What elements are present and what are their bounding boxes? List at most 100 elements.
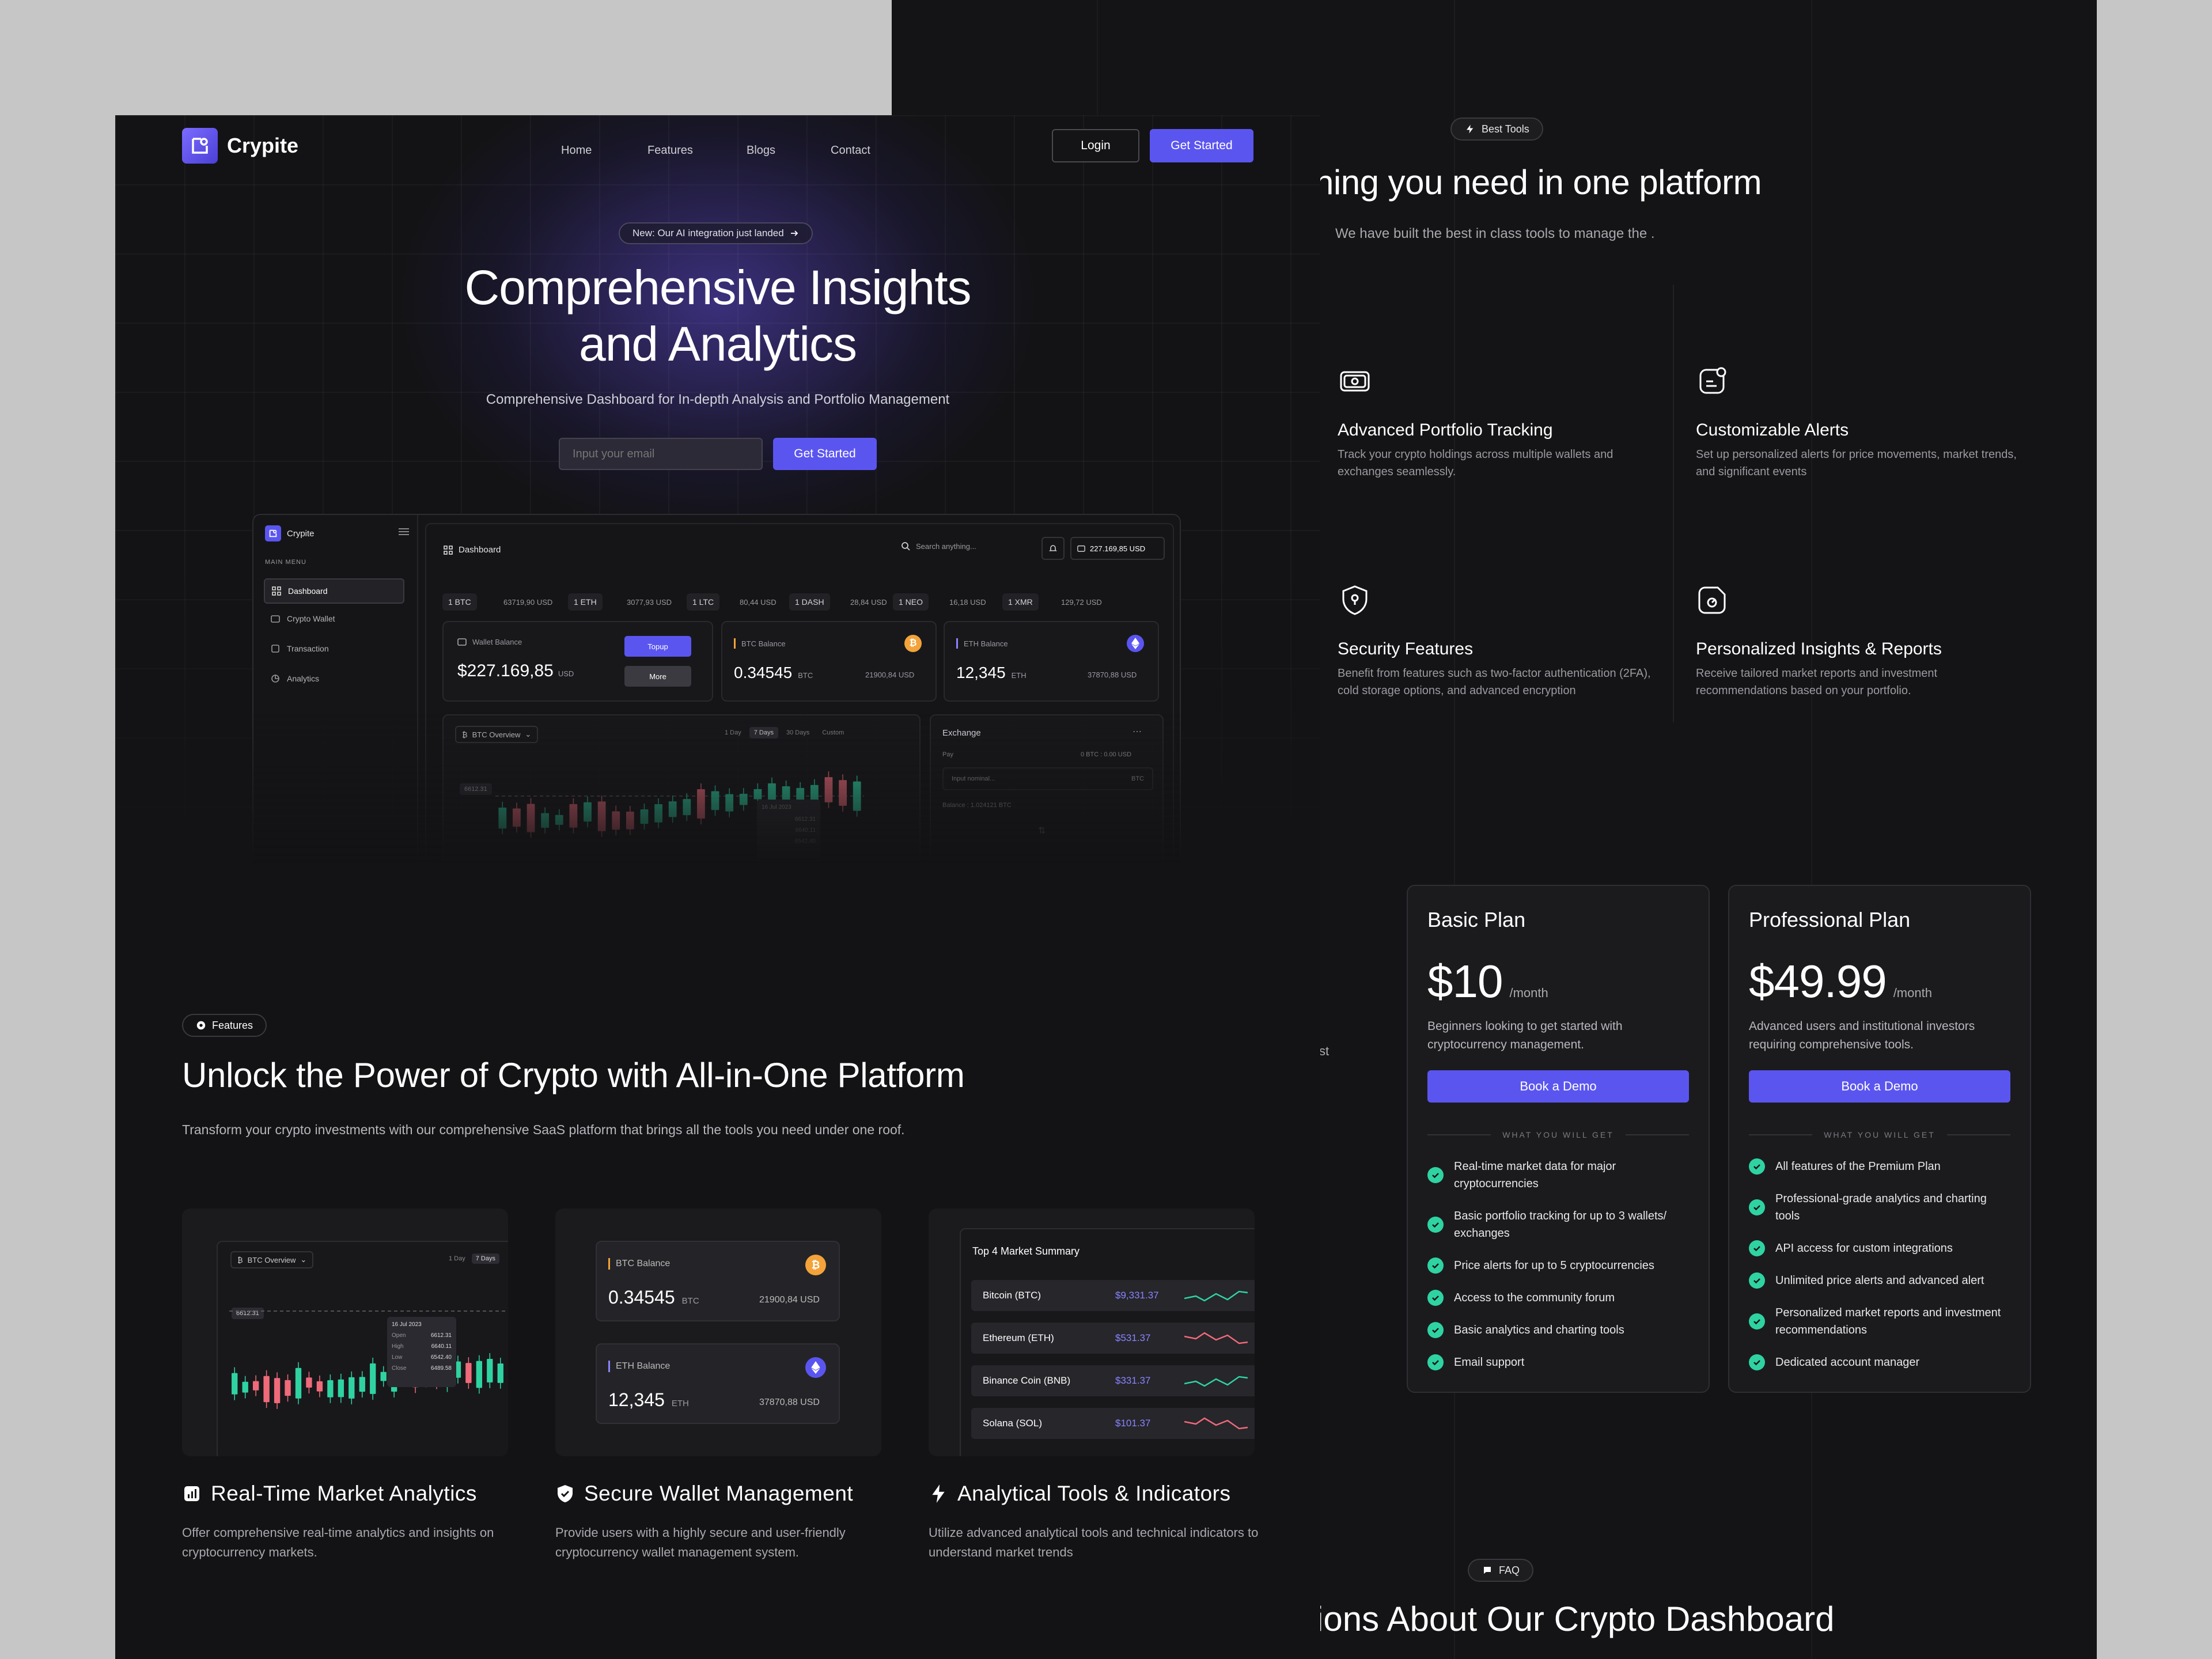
candle	[697, 789, 705, 819]
nav-link-blogs[interactable]: Blogs	[747, 144, 776, 157]
ticker-value: 16,18 USD	[949, 598, 986, 607]
candle	[498, 807, 507, 829]
chevron-down-icon: ⌄	[525, 730, 532, 738]
market-title: Top 4 Market Summary	[972, 1245, 1080, 1257]
topup-button[interactable]: Topup	[624, 636, 691, 657]
feature-card: Customizable Alerts Set up personalized …	[1673, 285, 2030, 503]
tooltip-key: High	[392, 1343, 404, 1350]
overview-select[interactable]: ₿ BTC Overview ⌄	[455, 726, 539, 743]
candle	[285, 1380, 291, 1396]
coin-price: $531.37	[1115, 1332, 1151, 1343]
balance-chip-value: 227.169,85 USD	[1090, 544, 1146, 553]
candle	[725, 794, 734, 812]
brand-name: Crypite	[287, 528, 315, 539]
tooltip-value: 6542.40	[794, 838, 816, 844]
candle	[739, 794, 748, 805]
tooltip-key: Low	[392, 1354, 403, 1361]
gear-icon	[196, 1020, 206, 1031]
candle	[782, 786, 790, 802]
candle	[274, 1378, 281, 1403]
candle	[465, 1363, 472, 1383]
bell-icon[interactable]	[1041, 537, 1065, 560]
benefit-text: Dedicated account manager	[1775, 1356, 1920, 1369]
tab-custom[interactable]: Custom	[822, 729, 844, 736]
sidebar-item-analytics[interactable]: Analytics	[271, 674, 319, 683]
nav-link-features[interactable]: Features	[647, 144, 693, 157]
login-button[interactable]: Login	[1052, 129, 1139, 162]
benefits-list: All features of the Premium Plan Profess…	[1749, 1158, 2010, 1386]
nav-link-home[interactable]: Home	[561, 144, 592, 157]
ethereum-icon	[1127, 635, 1144, 652]
announcement-badge[interactable]: New: Our AI integration just landed	[619, 222, 813, 244]
menu-icon[interactable]	[399, 528, 409, 536]
search-input[interactable]: Search anything...	[901, 541, 976, 551]
divider-label: WHAT YOU WILL GET	[1824, 1130, 1936, 1139]
check-icon	[1749, 1240, 1765, 1256]
grid-icon	[444, 545, 453, 555]
sparkline	[1184, 1290, 1248, 1302]
balance-chip[interactable]: 227.169,85 USD	[1070, 537, 1165, 560]
analytics-icon	[182, 1484, 202, 1503]
eth-balance-label: ETH Balance	[956, 638, 1008, 649]
plan-desc: Beginners looking to get started with cr…	[1427, 1020, 1623, 1051]
label-text: Wallet Balance	[472, 637, 522, 646]
tooltip-value: 6612.31	[430, 1332, 452, 1339]
check-icon	[1427, 1354, 1444, 1370]
candle	[232, 1373, 238, 1395]
range-tabs: 1 Day 7 Days	[445, 1253, 499, 1264]
list-item: Dedicated account manager	[1749, 1354, 2010, 1371]
wallet-icon	[457, 637, 467, 646]
sidebar-item-crypto-wallet[interactable]: Crypto Wallet	[271, 614, 335, 623]
candle	[711, 791, 719, 810]
dashboard-preview: Crypite MAIN MENU Dashboard Crypto Walle…	[252, 514, 1181, 871]
sidebar-item-transaction[interactable]: Transaction	[271, 644, 329, 653]
chevron-down-icon: ⌄	[300, 1255, 307, 1264]
price-tag: 6612.31	[232, 1308, 264, 1319]
label-text: ETH Balance	[616, 1361, 671, 1371]
email-input[interactable]	[559, 438, 763, 470]
coin-select[interactable]: BTC	[1131, 775, 1144, 782]
get-started-button[interactable]: Get Started	[1150, 129, 1253, 162]
exchange-input[interactable]: Input nominal... BTC	[942, 767, 1153, 790]
select-label: BTC Overview	[472, 730, 521, 739]
dashboard-sidebar: Crypite MAIN MENU Dashboard Crypto Walle…	[253, 515, 418, 870]
sparkline	[1184, 1376, 1248, 1387]
tooltip-value: 6640.11	[795, 827, 816, 834]
ticker: 1 NEO	[893, 593, 929, 611]
swap-icon[interactable]: ⇅	[1038, 826, 1046, 836]
check-icon	[1749, 1313, 1765, 1330]
feature-card-wallet: BTC Balance ₿ 0.34545 BTC 21900,84 USD ET…	[555, 1209, 881, 1456]
more-button[interactable]: More	[624, 666, 691, 687]
tab-30-days[interactable]: 30 Days	[786, 729, 810, 736]
sparkline-path	[1184, 1417, 1248, 1430]
more-icon[interactable]: ⋯	[1132, 727, 1142, 737]
candle	[824, 777, 833, 802]
check-icon	[1749, 1272, 1765, 1289]
candle	[497, 1363, 503, 1383]
brand-logo[interactable]: Crypite	[182, 128, 298, 164]
hero-get-started-button[interactable]: Get Started	[773, 438, 877, 470]
btc-balance-value: 0.34545 BTC	[608, 1287, 699, 1308]
ticker-symbol: 1 ETH	[574, 597, 597, 607]
list-item: Real-time market data for major cryptocu…	[1427, 1158, 1689, 1192]
pill-label: Features	[212, 1019, 253, 1031]
label-text: BTC Balance	[616, 1259, 671, 1268]
eth-balance-value: 12,345 ETH	[956, 664, 1027, 682]
tooltip-row: High 6640.11	[392, 1343, 452, 1350]
book-demo-button[interactable]: Book a Demo	[1749, 1070, 2010, 1103]
sidebar-item-label: Analytics	[287, 674, 320, 683]
exchange-card: Exchange ⋯ Pay 0 BTC : 0.00 USD Input no…	[930, 714, 1164, 870]
sparkline	[1184, 1332, 1248, 1344]
tab-1-day[interactable]: 1 Day	[725, 729, 741, 736]
list-item: API access for custom integrations	[1749, 1240, 2010, 1257]
front-page: Crypite Home Features Blogs Contact Logi…	[115, 115, 1320, 1659]
nav-link-contact[interactable]: Contact	[831, 144, 870, 157]
book-demo-button[interactable]: Book a Demo	[1427, 1070, 1689, 1103]
tab-7-days[interactable]: 7 Days	[749, 727, 778, 738]
sidebar-item-dashboard[interactable]: Dashboard	[264, 578, 404, 604]
candle	[810, 785, 819, 804]
btc-balance-value: 0.34545 BTC	[734, 664, 813, 682]
wallet-icon	[1338, 364, 1372, 399]
list-item: All features of the Premium Plan	[1749, 1158, 2010, 1175]
price-value: $10	[1427, 956, 1503, 1007]
